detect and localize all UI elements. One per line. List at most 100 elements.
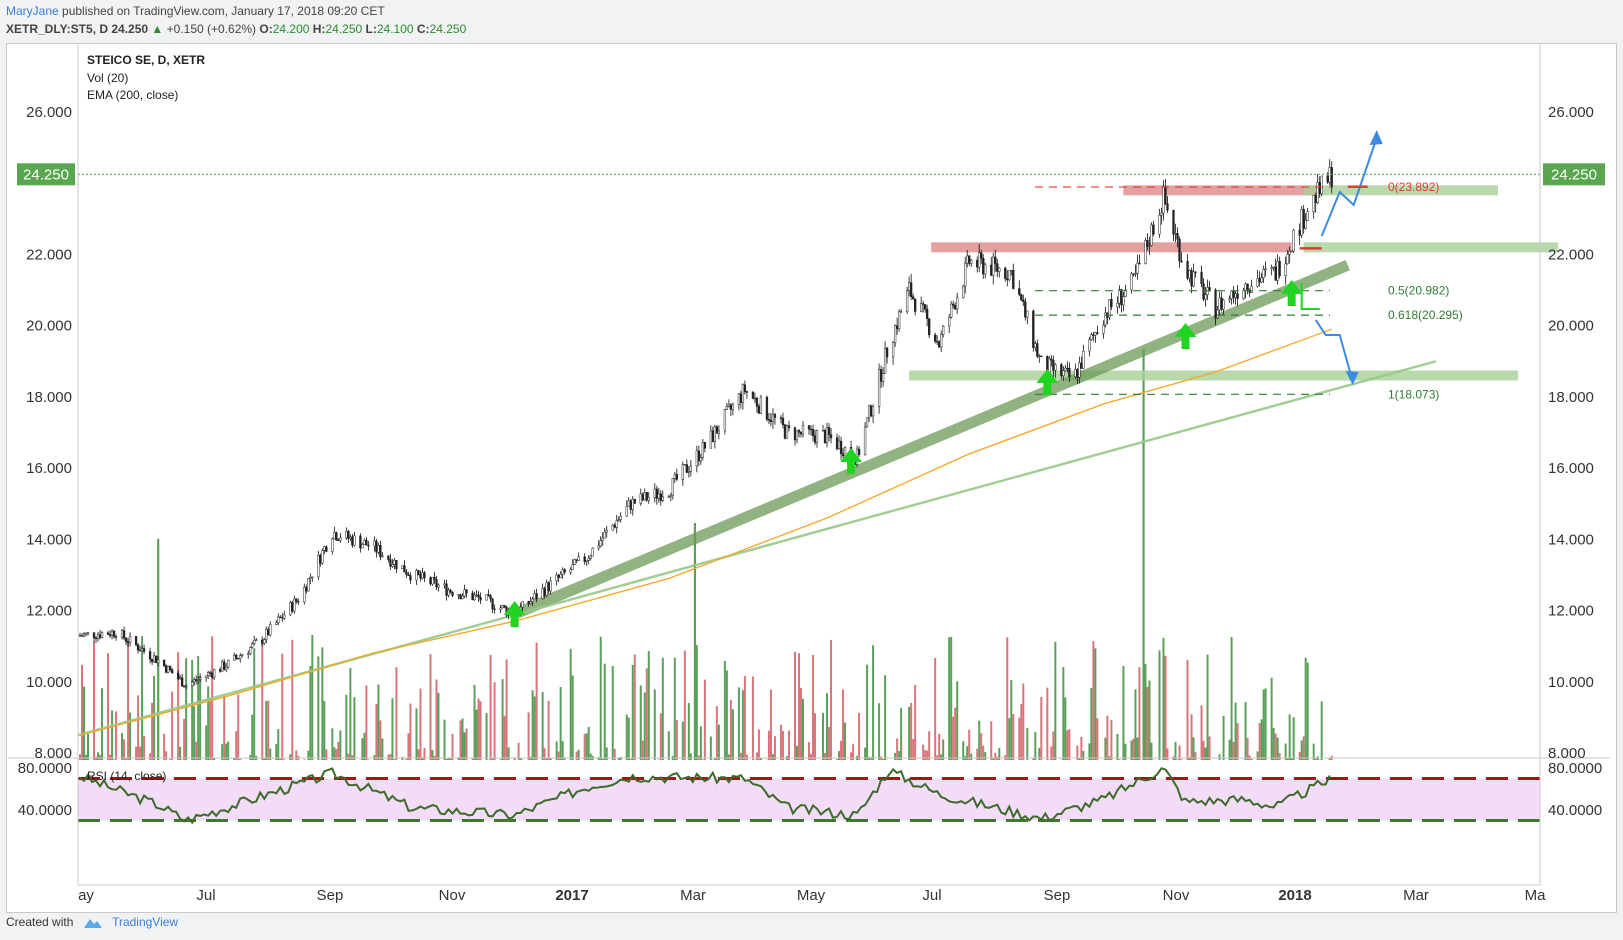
volume-bar [954,707,957,760]
candle-body [261,639,264,644]
fib-level-label: 1(18.073) [1388,387,1439,401]
volume-bar [307,750,310,760]
candle-body [473,594,476,601]
candle-body [1132,273,1135,275]
candle-body [407,574,410,576]
candle-body [365,540,368,546]
candle-body [779,417,783,419]
volume-bar [729,699,732,760]
candle-body [1172,210,1175,235]
candle-body [895,325,899,330]
author-link[interactable]: MaryJane [6,4,59,18]
volume-bar [339,730,342,760]
candle-body [295,598,298,602]
candle-body [942,325,945,335]
price-label-right: 18.000 [1548,389,1594,406]
volume-bar [603,663,606,760]
candle-body [631,498,634,510]
candle-body [106,632,110,635]
volume-bar [653,689,656,760]
rsi-label-left: 40.0000 [18,802,72,819]
volume-bar [209,698,212,760]
volume-bar [533,696,536,760]
volume-bar [1118,759,1121,760]
candle-body [968,255,971,264]
candle-body [557,574,560,578]
candle-body [487,594,490,596]
volume-bar [93,641,96,760]
rsi-label-left: 80.0000 [18,760,72,777]
high-value: 24.250 [325,22,363,36]
volume-bar [381,738,384,760]
volume-bar [1258,723,1261,760]
volume-bar [221,744,224,760]
candle-body [713,426,717,442]
legend-rsi: RSI (14, close) [87,769,166,783]
candle-body [1306,211,1309,221]
publish-text: published on TradingView.com, January 17… [62,4,385,18]
volume-bar [251,714,254,760]
volume-bar [978,720,981,760]
volume-bar [331,728,334,760]
candle-body [275,622,278,625]
candle-body [827,427,831,435]
candle-body [555,574,558,582]
candle-body [148,651,152,660]
volume-bar [968,729,971,760]
green-step-path [1300,283,1320,310]
candle-body [1164,186,1167,204]
candle-body [96,634,100,639]
candle-body [807,425,811,430]
candle-body [1064,367,1067,371]
candle-body [897,311,901,330]
candle-body [1234,293,1237,298]
volume-bar [503,715,506,760]
time-label: Mar [1403,887,1429,904]
volume-bar [1188,757,1191,760]
volume-bar [1146,686,1149,760]
volume-bar [109,754,112,760]
candle-body [757,406,761,414]
candle-body [1116,302,1119,308]
candle-body [289,602,292,616]
volume-bar [569,648,572,760]
volume-bar [107,653,110,760]
low-value: 24.100 [376,22,414,36]
volume-bar [826,693,829,760]
candle-body [543,588,546,596]
volume-bar [1144,664,1147,760]
candle-body [1146,240,1149,247]
tradingview-logo-icon [83,918,102,928]
candle-body [695,450,698,467]
candle-body [601,537,604,541]
volume-bar [419,688,422,760]
footer-brand-link[interactable]: TradingView [112,915,179,929]
price-chart[interactable]: 0(23.892) 0.5(20.982) 0.618(20.295) 1(18.07… [0,0,1623,915]
candle-body [197,679,200,681]
volume-bar [709,736,712,760]
price-label-right: 16.000 [1548,460,1594,477]
candle-body [112,630,116,637]
candle-body [401,565,404,570]
volume-bar [1270,677,1273,760]
volume-bar [912,738,915,760]
volume-bar [289,754,292,760]
volume-bar [1306,662,1309,760]
candle-body [1250,285,1253,293]
volume-bar [139,746,142,760]
candle-body [938,341,941,348]
volume-bar [475,709,478,760]
volume-bar [237,694,240,760]
volume-bar [627,717,630,760]
volume-bar [779,724,782,760]
volume-bar [477,698,480,760]
candle-body [669,494,672,497]
fib-level-label: 0.618(20.295) [1388,308,1463,322]
candle-body [617,519,620,521]
candle-body [1050,358,1053,361]
volume-bar [743,676,746,760]
volume-bar [1132,738,1135,760]
price-label-right: 20.000 [1548,318,1594,335]
volume-bar [924,750,927,760]
volume-bar [1314,757,1317,760]
